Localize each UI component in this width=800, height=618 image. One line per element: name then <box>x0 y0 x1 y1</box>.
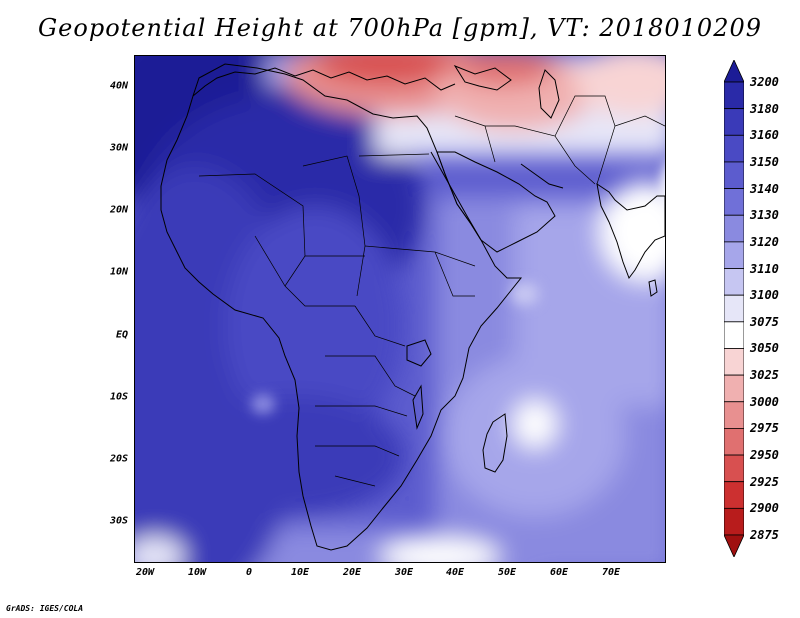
colorbar-swatch <box>724 214 744 243</box>
colorbar <box>724 60 744 557</box>
colorbar-swatch <box>724 428 744 456</box>
lat-tick-label: 10N <box>109 266 128 278</box>
lon-tick-label: 10W <box>187 567 207 578</box>
colorbar-swatch <box>724 188 744 216</box>
colorbar-level-label: 2900 <box>750 501 779 516</box>
lon-tick-label: 40E <box>445 567 465 578</box>
colorbar-swatch <box>724 294 744 323</box>
colorbar-level-label: 3000 <box>750 394 779 409</box>
coastlines <box>160 63 665 551</box>
colorbar-level-label: 2950 <box>750 448 779 463</box>
lon-tick-label: 50E <box>497 567 517 578</box>
lon-tick-label: 20E <box>342 567 362 578</box>
grads-credit: GrADS: IGES/COLA <box>6 604 84 613</box>
colorbar-level-label: 3200 <box>750 75 779 89</box>
colorbar-level-label: 3130 <box>750 208 779 223</box>
colorbar-swatch <box>724 374 744 403</box>
lon-tick-label: 10E <box>290 567 310 578</box>
colorbar-swatch <box>724 161 744 189</box>
lon-tick-label: 70E <box>601 567 621 578</box>
lat-tick-label: EQ <box>115 329 128 341</box>
lon-tick-label: 0 <box>245 567 253 578</box>
map-panel <box>134 55 666 563</box>
colorbar-level-label: 3100 <box>750 288 779 303</box>
colorbar-swatch <box>724 454 744 483</box>
colorbar-level-label: 3150 <box>750 154 779 169</box>
map-canvas <box>135 56 665 562</box>
colorbar-swatch <box>724 134 744 163</box>
lat-tick-label: 30N <box>109 142 128 154</box>
colorbar-level-label: 2875 <box>750 528 779 542</box>
colorbar-swatch <box>724 481 744 509</box>
colorbar-level-label: 3180 <box>750 101 779 116</box>
lon-tick-label: 60E <box>549 567 569 578</box>
lon-tick-label: 30E <box>394 567 414 578</box>
height-field <box>135 56 665 562</box>
colorbar-swatch <box>724 108 744 136</box>
colorbar-level-label: 2975 <box>750 421 779 436</box>
colorbar-level-label: 2925 <box>750 474 779 489</box>
colorbar-swatch <box>724 321 744 349</box>
colorbar-swatch <box>724 268 744 296</box>
colorbar-swatch <box>724 348 744 376</box>
colorbar-level-label: 3120 <box>750 234 779 249</box>
lat-tick-label: 10S <box>109 391 128 403</box>
colorbar-swatch <box>724 241 744 269</box>
lon-tick-label: 20W <box>135 567 155 578</box>
lat-tick-label: 20S <box>109 453 128 465</box>
colorbar-swatch <box>724 81 744 110</box>
lat-tick-label: 20N <box>109 204 128 216</box>
colorbar-swatch <box>724 401 744 429</box>
colorbar-level-label: 3110 <box>750 261 779 276</box>
lat-tick-label: 30S <box>109 515 128 527</box>
colorbar-level-label: 3160 <box>750 128 779 143</box>
colorbar-level-label: 3075 <box>750 314 779 329</box>
colorbar-level-label: 3025 <box>750 368 779 383</box>
colorbar-top-arrow <box>724 60 744 83</box>
colorbar-level-label: 3050 <box>750 341 779 356</box>
map-title: Geopotential Height at 700hPa [gpm], VT:… <box>38 14 762 42</box>
colorbar-level-label: 3140 <box>750 181 779 196</box>
colorbar-bottom-arrow <box>724 534 744 557</box>
colorbar-swatch <box>724 507 744 536</box>
country-borders <box>198 95 665 487</box>
lat-tick-label: 40N <box>109 80 128 92</box>
